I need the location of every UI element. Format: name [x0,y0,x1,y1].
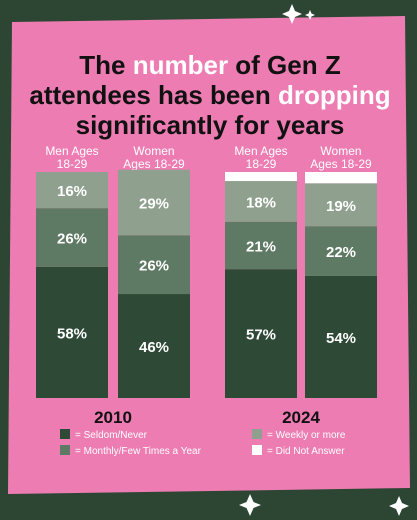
chart-title: The number of Gen Z attendees has been d… [29,50,390,140]
data-label-2010-0-monthly: 26% [57,231,87,248]
bar-segment-2010-0-seldom [36,266,108,398]
title-line-3: significantly for years [76,110,345,140]
data-label-2024-0-monthly: 21% [246,238,276,255]
data-label-2010-0-seldom: 58% [57,325,87,342]
title-line-3-segment-0: significantly for years [76,110,345,140]
bar-label-2024-0: Men Ages 18-29 [234,144,287,171]
year-label-2010: 2010 [94,408,132,427]
sparkle-icon-top-right [282,4,315,24]
bar-segment-2024-0-weekly [225,181,297,222]
sparkle-icon-bottom [239,494,409,516]
title-line-1: The number of Gen Z [79,50,341,80]
data-label-2010-1-monthly: 26% [139,258,169,275]
year-label-2024: 2024 [282,408,320,427]
legend-swatch-weekly [252,429,262,439]
bar-label-2010-1: Women Ages 18-29 [123,144,185,171]
legend-swatch-seldom [60,429,70,439]
legend-label-weekly: = Weekly or more [267,430,346,441]
bar-segment-2024-1-no_answer [305,172,377,184]
title-line-1-segment-0: The [79,50,132,80]
bar-label-2010-0: Men Ages 18-29 [45,144,98,171]
data-label-2024-0-weekly: 18% [246,194,276,211]
data-label-2010-1-weekly: 29% [139,196,169,213]
bar-segment-2010-0-weekly [36,172,108,209]
data-label-2024-0-seldom: 57% [246,327,276,344]
bar-segment-2024-1-seldom [305,275,377,398]
data-label-2010-1-seldom: 46% [139,339,169,356]
bar-segment-2010-0-monthly [36,208,108,267]
data-label-2024-1-weekly: 19% [326,198,356,215]
bar-segment-2024-0-seldom [225,269,297,398]
bar-segment-2010-1-seldom [118,294,190,398]
data-label-2024-1-seldom: 54% [326,330,356,347]
bar-segment-2024-0-monthly [225,221,297,270]
legend-label-no_answer: = Did Not Answer [267,446,345,457]
data-label-2010-0-weekly: 16% [57,183,87,200]
legend-swatch-no_answer [252,445,262,455]
bar-segment-2010-1-weekly [118,169,190,236]
legend-swatch-monthly [60,445,70,455]
legend: = Seldom/Never = Monthly/Few Times a Year… [60,429,346,457]
title-line-2-segment-0: attendees has been [29,80,278,110]
title-line-2-segment-1: dropping [278,80,391,110]
bar-segment-2024-1-weekly [305,183,377,227]
title-line-1-segment-1: number [133,50,228,80]
bar-label-2024-1: Women Ages 18-29 [310,144,372,171]
bar-segment-2024-1-monthly [305,226,377,276]
title-line-2: attendees has been dropping [29,80,390,110]
stacked-bars: Men Ages 18-29 58% 26% 16% Women Ages 18-29 46%… [36,144,377,427]
bar-segment-2024-0-no_answer [225,172,297,182]
title-line-1-segment-2: of Gen Z [228,50,341,80]
legend-label-seldom: = Seldom/Never [75,430,148,441]
data-label-2024-1-monthly: 22% [326,244,356,261]
bar-segment-2010-1-monthly [118,235,190,295]
legend-label-monthly: = Monthly/Few Times a Year [75,446,202,457]
